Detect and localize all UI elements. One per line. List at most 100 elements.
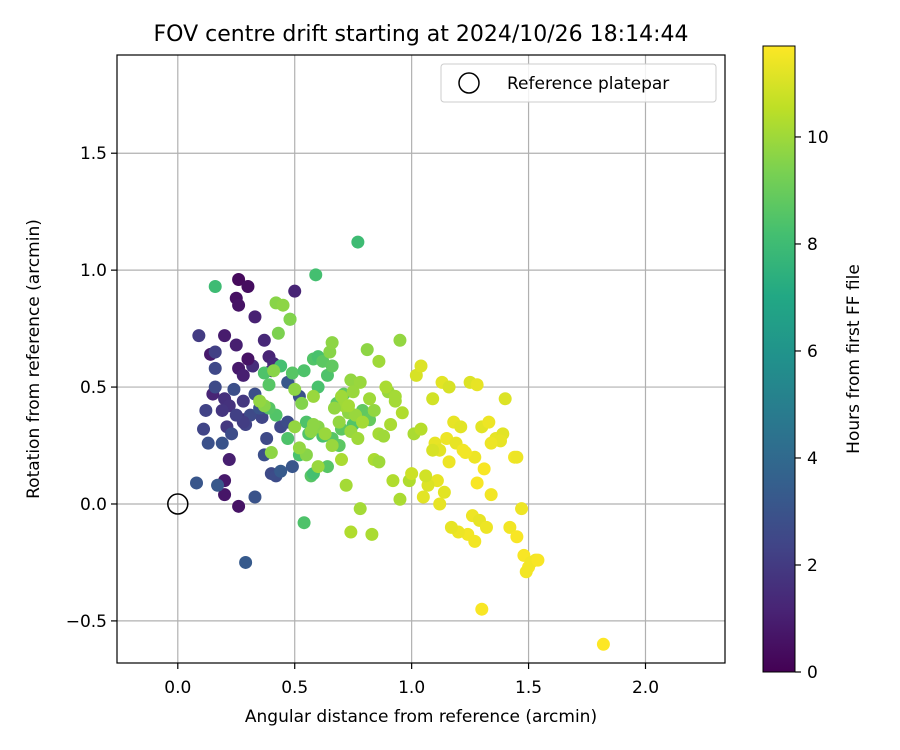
data-point: [484, 436, 498, 450]
data-point: [503, 520, 517, 534]
data-point: [325, 439, 339, 453]
data-point: [267, 364, 281, 378]
data-point: [274, 464, 288, 478]
x-tick-label: 0.0: [164, 678, 191, 698]
data-point: [227, 382, 241, 396]
colorbar-tick-label: 6: [807, 342, 818, 362]
colorbar-tick-label: 10: [807, 128, 829, 148]
data-point: [232, 298, 246, 312]
data-point: [379, 380, 393, 394]
data-point: [437, 485, 451, 499]
data-point: [353, 502, 367, 516]
data-point: [297, 364, 311, 378]
data-point: [393, 333, 407, 347]
data-point: [372, 455, 386, 469]
x-axis-label: Angular distance from reference (arcmin): [245, 707, 597, 727]
data-point: [342, 399, 356, 413]
data-point: [327, 401, 341, 415]
legend-box: [440, 63, 717, 103]
data-point: [510, 450, 524, 464]
data-point: [318, 427, 332, 441]
data-point: [232, 272, 246, 286]
data-point: [334, 389, 348, 403]
data-point: [260, 432, 274, 446]
data-point: [377, 429, 391, 443]
y-tick-label: 1.0: [80, 261, 107, 281]
y-axis-label: Rotation from reference (arcmin): [24, 219, 44, 499]
data-point: [339, 478, 353, 492]
data-point: [208, 361, 222, 375]
data-point: [241, 280, 255, 294]
y-tick-label: 0.0: [80, 495, 107, 515]
data-point: [208, 380, 222, 394]
data-point: [384, 417, 398, 431]
data-point: [484, 488, 498, 502]
data-point: [498, 392, 512, 406]
data-point: [363, 392, 377, 406]
data-point: [477, 462, 491, 476]
data-point: [416, 490, 430, 504]
colorbar: [762, 45, 796, 673]
data-point: [292, 441, 306, 455]
data-point: [470, 476, 484, 490]
data-point: [285, 366, 299, 380]
legend-entry-label: Reference platepar: [507, 74, 669, 94]
data-point: [241, 352, 255, 366]
data-point: [190, 476, 204, 490]
data-point: [433, 497, 447, 511]
data-point: [414, 422, 428, 436]
data-point: [365, 527, 379, 541]
data-point: [346, 385, 360, 399]
data-point: [479, 520, 493, 534]
data-point: [309, 268, 323, 282]
data-point: [288, 284, 302, 298]
x-tick-label: 2.0: [632, 678, 659, 698]
data-point: [192, 329, 206, 343]
data-point: [306, 417, 320, 431]
data-point: [468, 534, 482, 548]
data-point: [332, 415, 346, 429]
data-point: [199, 403, 213, 417]
data-point: [515, 502, 529, 516]
data-point: [271, 326, 285, 340]
data-point: [283, 312, 297, 326]
data-point: [218, 329, 232, 343]
data-point: [253, 394, 267, 408]
data-point: [218, 488, 232, 502]
x-tick-label: 1.0: [398, 678, 425, 698]
data-point: [360, 343, 374, 357]
data-point: [248, 310, 262, 324]
data-point: [262, 378, 276, 392]
data-point: [367, 403, 381, 417]
data-point: [264, 446, 278, 460]
data-point: [311, 460, 325, 474]
data-point: [306, 389, 320, 403]
data-point: [388, 394, 402, 408]
colorbar-tick-label: 2: [807, 556, 818, 576]
legend: Reference platepar: [440, 63, 717, 103]
data-point: [229, 408, 243, 422]
legend-reference-marker: [458, 72, 480, 94]
data-point: [444, 520, 458, 534]
x-tick-label: 0.5: [281, 678, 308, 698]
data-point: [334, 453, 348, 467]
data-point: [510, 530, 524, 544]
data-point: [596, 637, 610, 651]
data-point: [215, 403, 229, 417]
data-point: [229, 338, 243, 352]
colorbar-tick-label: 4: [807, 449, 818, 469]
data-point: [208, 345, 222, 359]
data-point: [285, 460, 299, 474]
data-point: [356, 415, 370, 429]
data-point: [419, 469, 433, 483]
data-point: [344, 525, 358, 539]
reference-platepar-marker: [167, 493, 189, 515]
data-point: [197, 422, 211, 436]
data-point: [248, 490, 262, 504]
data-point: [458, 446, 472, 460]
data-point: [295, 396, 309, 410]
data-point: [482, 415, 496, 429]
data-point: [395, 406, 409, 420]
data-point: [215, 436, 229, 450]
